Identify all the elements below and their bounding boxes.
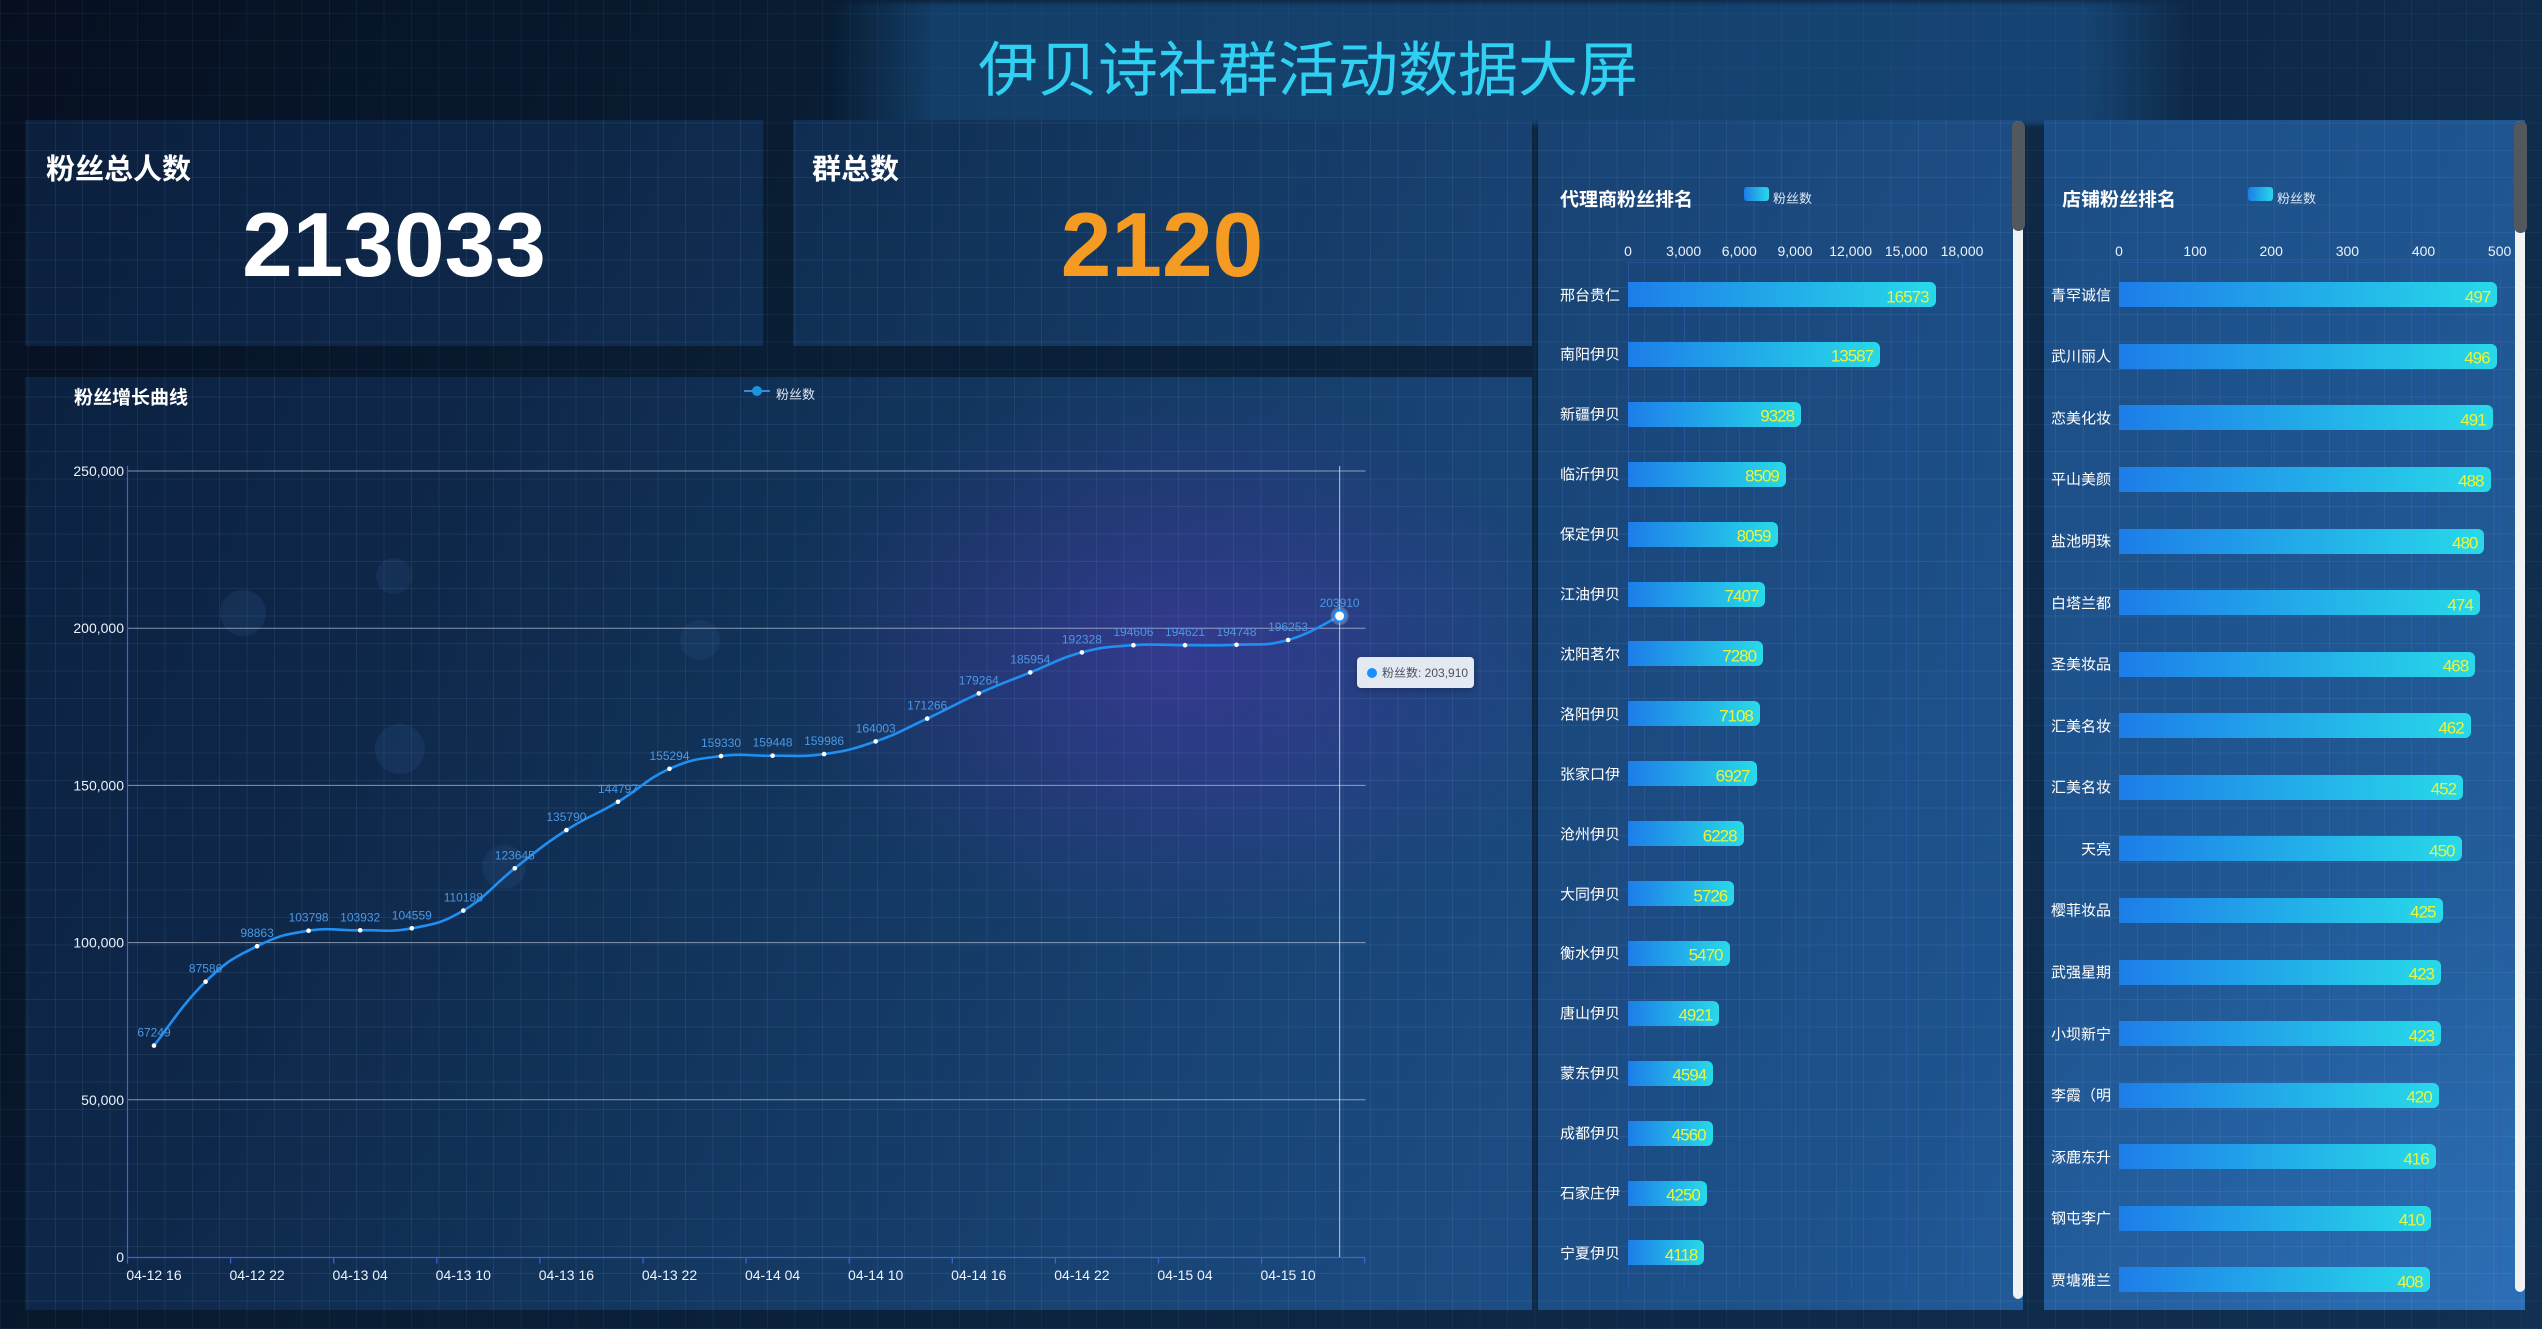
svg-text:194621: 194621 [1165,623,1205,640]
svg-text:179264: 179264 [959,671,999,688]
svg-text:103932: 103932 [340,908,380,925]
svg-text:04-13 04: 04-13 04 [333,1265,388,1285]
svg-text:192328: 192328 [1062,630,1102,647]
svg-text:123645: 123645 [495,846,535,863]
svg-text:100,000: 100,000 [73,933,124,953]
svg-text:110188: 110188 [444,889,483,906]
svg-text:103798: 103798 [289,909,329,926]
svg-text:250,000: 250,000 [73,461,124,481]
svg-text:135790: 135790 [546,808,586,825]
svg-text:194748: 194748 [1216,623,1256,640]
svg-text:200,000: 200,000 [73,618,124,638]
svg-text:04-12 16: 04-12 16 [126,1265,181,1285]
svg-text:159986: 159986 [804,732,844,749]
svg-text:98863: 98863 [240,924,274,941]
svg-text:04-14 22: 04-14 22 [1054,1265,1109,1285]
svg-text:159330: 159330 [701,734,741,751]
svg-text:194606: 194606 [1113,623,1153,640]
svg-text:67249: 67249 [137,1024,171,1041]
svg-text:159448: 159448 [753,734,793,751]
svg-text:203910: 203910 [1320,594,1360,611]
svg-text:04-14 04: 04-14 04 [745,1265,800,1285]
svg-text:150,000: 150,000 [73,775,124,795]
svg-text:185954: 185954 [1010,650,1050,667]
svg-text:144797: 144797 [598,780,638,797]
svg-text:164003: 164003 [856,719,896,736]
svg-text:87586: 87586 [189,960,223,977]
svg-text:155294: 155294 [649,747,689,764]
svg-text:50,000: 50,000 [81,1090,124,1110]
svg-text:171266: 171266 [907,697,947,714]
svg-text:04-14 16: 04-14 16 [951,1265,1006,1285]
svg-text:04-15 10: 04-15 10 [1260,1265,1315,1285]
svg-text:04-12 22: 04-12 22 [229,1265,284,1285]
svg-text:04-13 22: 04-13 22 [642,1265,697,1285]
svg-text:196253: 196253 [1268,618,1308,635]
svg-text:04-13 16: 04-13 16 [539,1265,594,1285]
svg-text:0: 0 [116,1247,124,1267]
svg-text:104559: 104559 [392,906,432,923]
svg-text:04-13 10: 04-13 10 [436,1265,491,1285]
svg-text:04-15 04: 04-15 04 [1157,1265,1212,1285]
svg-text:04-14 10: 04-14 10 [848,1265,903,1285]
